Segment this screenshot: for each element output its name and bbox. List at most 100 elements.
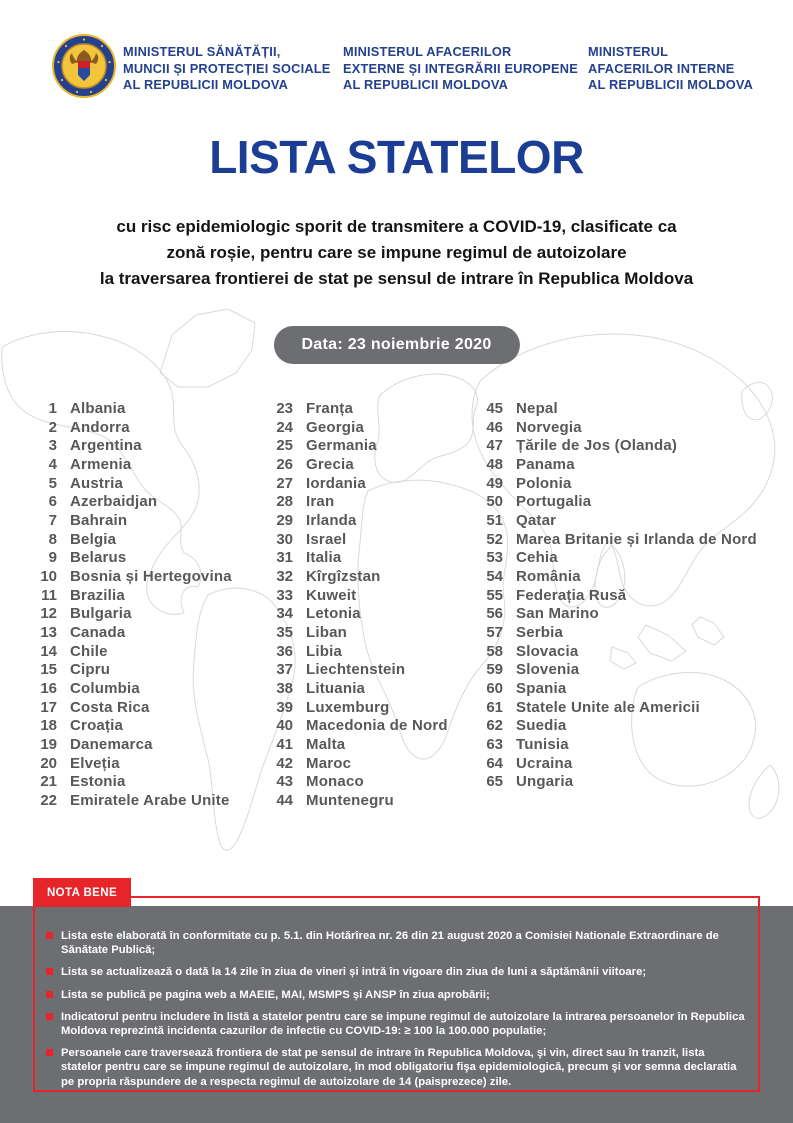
country-name: Libia (306, 642, 343, 660)
ministry-line: AFACERILOR INTERNE (588, 60, 735, 76)
country-number: 16 (40, 680, 57, 698)
country-row: 61 Statele Unite ale Americii (473, 699, 778, 718)
nota-bene-list: Lista este elaborată în conformitate cu … (46, 929, 748, 1097)
country-row: 64 Ucraina (473, 755, 778, 774)
country-name: Liechtenstein (306, 661, 406, 679)
date-badge: Data: 23 noiembrie 2020 (273, 326, 520, 364)
country-number: 34 (276, 605, 293, 623)
country-name: Andorra (70, 418, 130, 436)
country-name: Statele Unite ale Americii (516, 698, 700, 716)
country-name: Cehia (516, 549, 558, 567)
country-number: 10 (40, 568, 57, 586)
country-number: 13 (40, 624, 57, 642)
country-number: 1 (48, 400, 57, 417)
country-row: 16 Columbia (27, 680, 262, 699)
country-number: 21 (40, 773, 57, 791)
country-name: Georgia (306, 418, 365, 436)
country-row: 43 Monaco (263, 773, 478, 792)
subtitle-line: zonă roșie, pentru care se impune regimu… (166, 243, 627, 262)
country-name: Azerbaidjan (70, 493, 158, 511)
country-number: 65 (486, 773, 503, 791)
country-number: 18 (40, 717, 57, 735)
ministry-line: AL REPUBLICII MOLDOVA (343, 77, 509, 92)
bullet-square-icon (46, 932, 53, 939)
country-name: Letonia (306, 605, 361, 623)
country-row: 4 Armenia (27, 456, 262, 475)
country-number: 37 (276, 661, 293, 679)
subtitle-line: la traversarea frontierei de stat pe sen… (99, 269, 694, 288)
country-row: 31 Italia (263, 549, 478, 568)
country-row: 30 Israel (263, 531, 478, 550)
country-number: 25 (276, 437, 293, 455)
country-row: 44 Muntenegru (263, 792, 478, 811)
country-row: 19 Danemarca (27, 736, 262, 755)
country-number: 50 (486, 493, 503, 511)
country-row: 54 România (473, 568, 778, 587)
ministry-line: EXTERNE ȘI INTEGRĂRII EUROPENE (343, 60, 578, 76)
country-number: 58 (486, 642, 503, 660)
world-map-background (1, 308, 780, 851)
country-list-column-2: 23 Franța 24 Georgia 25 Germania 26 Grecia 27 Ior… (263, 400, 478, 811)
country-name: Spania (516, 680, 567, 698)
country-name: Panama (516, 456, 575, 474)
country-number: 15 (40, 661, 57, 679)
bullet-square-icon (46, 1049, 53, 1057)
eagle-shield (69, 50, 99, 81)
ministry-line: AL REPUBLICII MOLDOVA (588, 77, 754, 92)
country-name: Italia (306, 549, 342, 567)
country-name: Irlanda (306, 512, 357, 530)
country-row: 53 Cehia (473, 549, 778, 568)
nota-bene-text: Lista se actualizează o dată la 14 zile … (61, 966, 647, 979)
nota-bene-border (33, 896, 760, 1092)
country-row: 25 Germania (263, 437, 478, 456)
country-name: Emiratele Arabe Unite (70, 792, 230, 810)
country-row: 46 Norvegia (473, 419, 778, 438)
nota-bene-item: Lista este elaborată în conformitate cu … (46, 929, 748, 957)
country-number: 2 (48, 418, 57, 436)
country-name: Franța (306, 400, 354, 417)
moldova-coat-of-arms-icon (52, 34, 116, 98)
ministry-health-title: MINISTERUL SĂNĂTĂȚII, MUNCII ȘI PROTECȚI… (123, 44, 331, 94)
country-name: Monaco (306, 773, 364, 791)
country-name: Suedia (516, 717, 567, 735)
country-row: 50 Portugalia (473, 493, 778, 512)
country-number: 35 (276, 624, 293, 642)
country-row: 36 Libia (263, 643, 478, 662)
country-number: 55 (486, 586, 503, 604)
country-name: România (516, 568, 581, 586)
country-name: Croația (70, 717, 124, 735)
country-row: 5 Austria (27, 475, 262, 494)
country-row: 56 San Marino (473, 605, 778, 624)
nota-bene-item: Lista se actualizează o dată la 14 zile … (46, 965, 748, 979)
country-number: 64 (486, 754, 503, 772)
country-row: 21 Estonia (27, 773, 262, 792)
country-row: 6 Azerbaidjan (27, 493, 262, 512)
nota-bene-text: Lista este elaborată în conformitate cu … (61, 930, 719, 957)
country-row: 12 Bulgaria (27, 605, 262, 624)
country-number: 40 (276, 717, 293, 735)
country-number: 46 (486, 418, 503, 436)
country-row: 1 Albania (27, 400, 262, 419)
country-number: 38 (276, 680, 293, 698)
page-title: LISTA STATELOR (209, 131, 584, 183)
country-name: Kîrgîzstan (306, 568, 381, 586)
country-name: Albania (70, 400, 126, 417)
country-number: 45 (486, 400, 503, 417)
ministry-line: AL REPUBLICII MOLDOVA (123, 77, 289, 92)
country-number: 4 (48, 456, 57, 474)
country-name: Chile (70, 642, 108, 660)
country-name: Ucraina (516, 754, 573, 772)
country-name: Germania (306, 437, 377, 455)
ministry-foreign-affairs-title: MINISTERUL AFACERILOR EXTERNE ȘI INTEGRĂ… (343, 44, 578, 94)
country-row: 63 Tunisia (473, 736, 778, 755)
country-name: Belgia (70, 530, 117, 548)
country-name: Bosnia și Hertegovina (70, 568, 232, 586)
country-row: 26 Grecia (263, 456, 478, 475)
country-number: 59 (486, 661, 503, 679)
country-row: 14 Chile (27, 643, 262, 662)
country-row: 15 Cipru (27, 661, 262, 680)
country-row: 38 Lituania (263, 680, 478, 699)
country-name: Brazilia (70, 586, 125, 604)
country-name: Belarus (70, 549, 127, 567)
